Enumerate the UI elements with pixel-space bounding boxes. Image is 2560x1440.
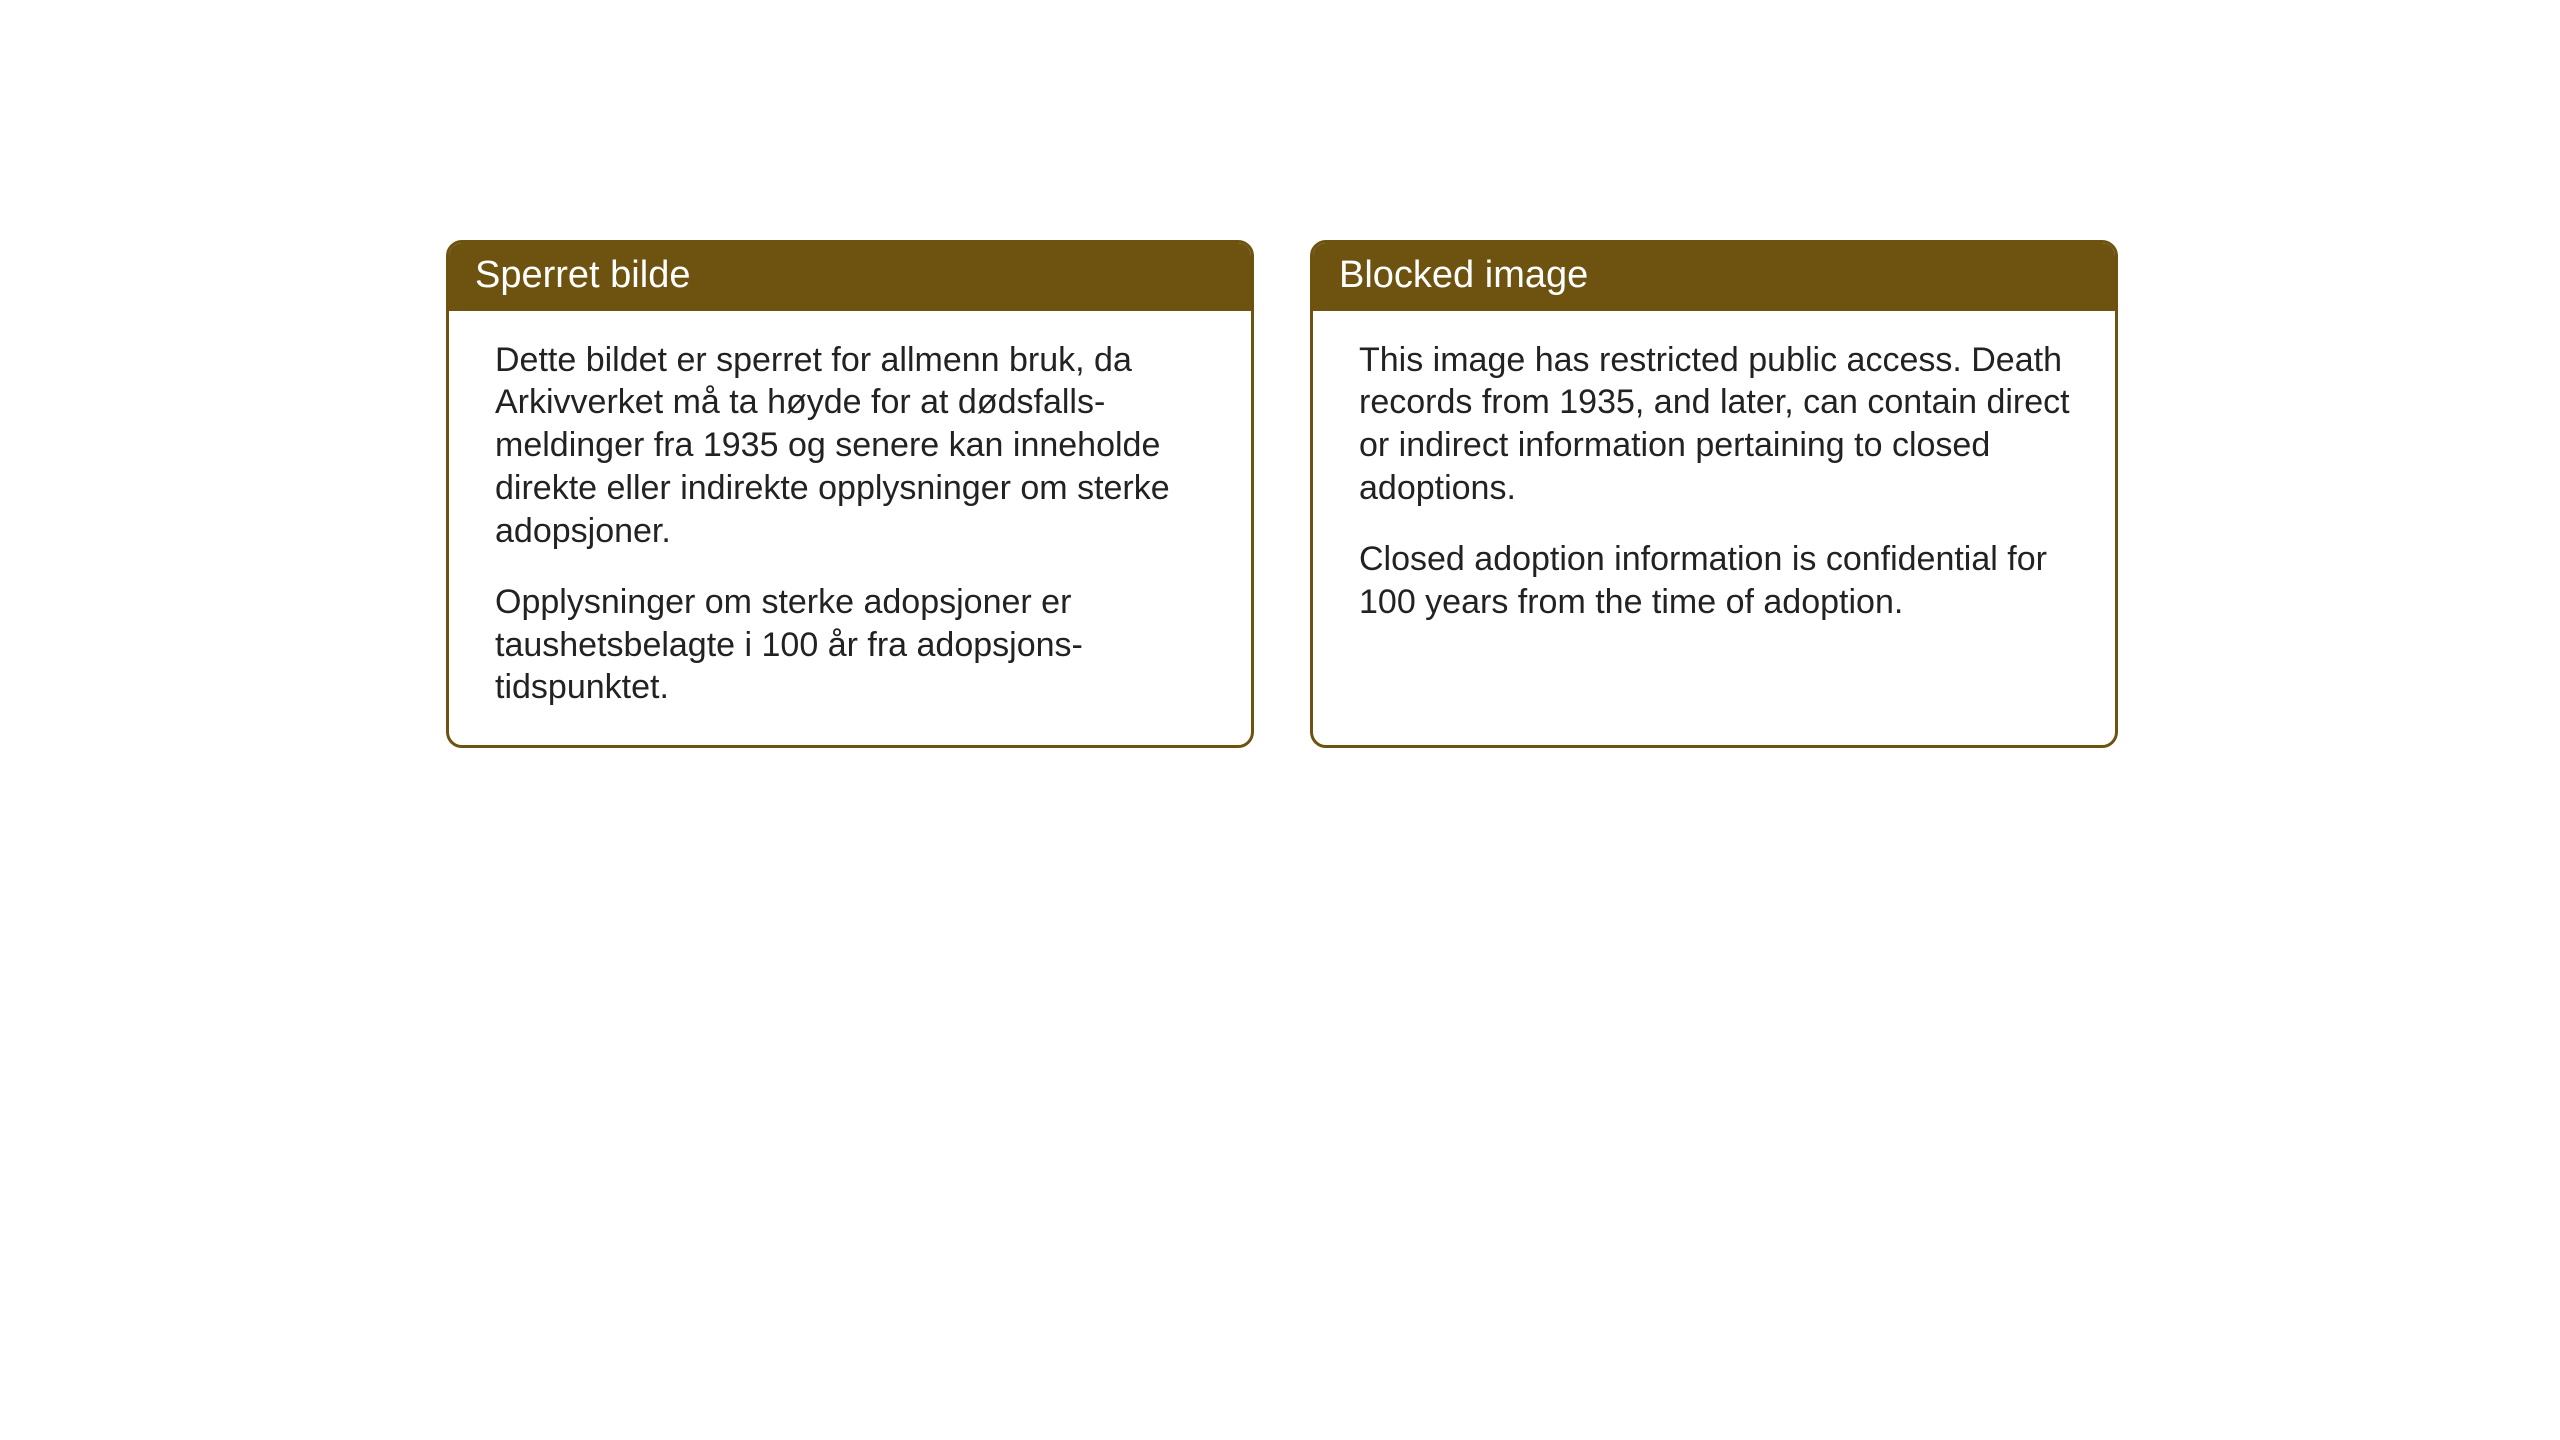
english-notice-card: Blocked image This image has restricted … <box>1310 240 2118 748</box>
english-paragraph-1: This image has restricted public access.… <box>1359 339 2075 510</box>
english-paragraph-2: Closed adoption information is confident… <box>1359 538 2075 624</box>
norwegian-card-body: Dette bildet er sperret for allmenn bruk… <box>449 311 1251 746</box>
norwegian-paragraph-2: Opplysninger om sterke adopsjoner er tau… <box>495 581 1211 709</box>
notice-container: Sperret bilde Dette bildet er sperret fo… <box>446 240 2118 748</box>
english-card-body: This image has restricted public access.… <box>1313 311 2115 720</box>
norwegian-card-title: Sperret bilde <box>449 243 1251 311</box>
english-card-title: Blocked image <box>1313 243 2115 311</box>
norwegian-notice-card: Sperret bilde Dette bildet er sperret fo… <box>446 240 1254 748</box>
norwegian-paragraph-1: Dette bildet er sperret for allmenn bruk… <box>495 339 1211 553</box>
